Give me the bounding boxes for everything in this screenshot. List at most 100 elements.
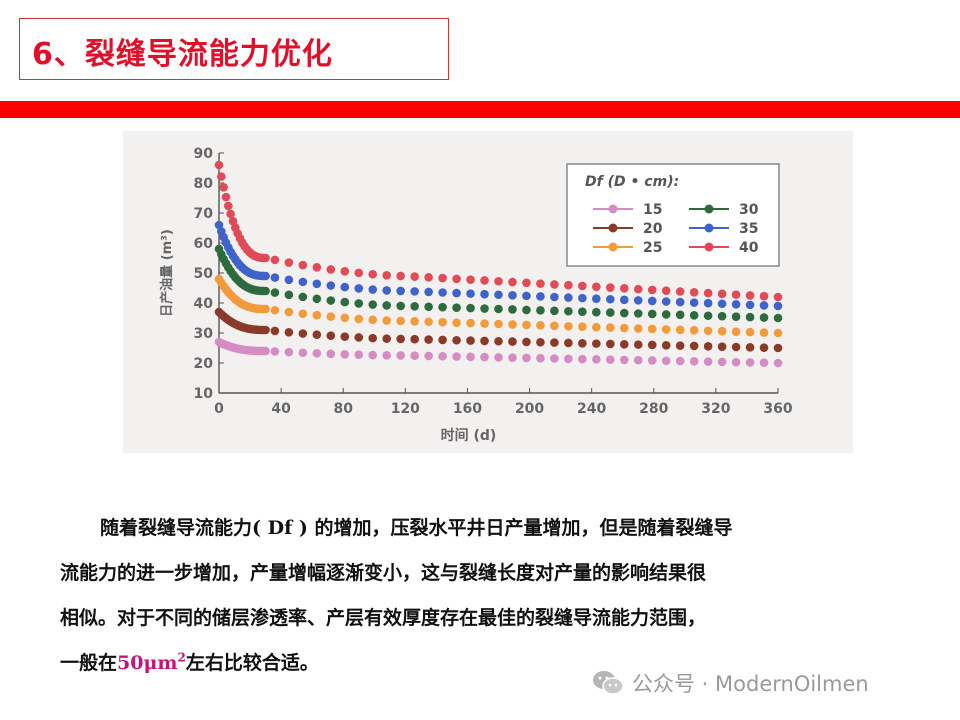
series-40-point <box>284 258 294 267</box>
y-tick-label: 40 <box>194 296 214 312</box>
legend-label: 35 <box>739 221 758 237</box>
series-15-point <box>424 351 433 361</box>
series-20-point <box>675 341 685 350</box>
x-axis-title: 时间 (d) <box>441 427 497 444</box>
series-15-point <box>284 347 294 357</box>
series-25-point <box>578 322 587 331</box>
legend-label: 30 <box>739 202 759 218</box>
series-40-point <box>717 289 727 299</box>
series-15-point <box>508 353 517 362</box>
series-15-point <box>661 356 671 366</box>
series-35-point <box>675 297 685 307</box>
series-20-point <box>340 332 350 341</box>
series-40-point <box>564 280 573 290</box>
series-30-point <box>480 304 489 313</box>
series-30-point <box>438 302 447 312</box>
series-30-point <box>494 304 503 314</box>
series-30-point <box>703 311 713 321</box>
series-35-point <box>731 300 741 309</box>
series-40-point <box>661 286 671 295</box>
y-tick-label: 70 <box>194 206 214 222</box>
series-35-point <box>564 293 573 302</box>
series-40-point <box>396 271 405 281</box>
series-30-point <box>382 301 392 310</box>
x-tick-label: 0 <box>214 401 224 417</box>
series-30-point <box>550 306 559 316</box>
series-35-point <box>647 296 657 306</box>
series-40-point <box>368 269 378 279</box>
series-30-point <box>606 308 615 317</box>
legend-title: Df (D • cm): <box>585 174 679 190</box>
series-15-point <box>326 349 336 359</box>
series-30-point <box>298 292 308 302</box>
series-30-point <box>592 307 601 317</box>
series-15-point <box>396 351 405 360</box>
series-25-point <box>619 323 629 333</box>
series-15-point <box>606 355 615 364</box>
series-40-point <box>689 287 699 297</box>
series-35-point <box>438 288 447 297</box>
series-30-point <box>270 288 280 297</box>
series-20-point <box>759 343 769 352</box>
series-15-point <box>717 357 727 367</box>
series-20-point <box>633 340 643 349</box>
title-box: 6、裂缝导流能力优化 <box>19 18 449 80</box>
series-30-point <box>536 306 545 315</box>
series-25-point <box>703 326 713 336</box>
series-40-point <box>578 281 587 291</box>
wechat-icon <box>593 671 624 695</box>
legend-marker-dot <box>608 223 618 233</box>
series-15-point <box>438 351 447 361</box>
series-25-point <box>382 316 392 325</box>
production-chart: 10 20 30 40 50 60 70 80 90 0 40 80 120 160 200 240 280 32… <box>159 146 793 444</box>
series-15-point <box>689 357 699 366</box>
series-25-point <box>354 314 364 324</box>
series-35-point <box>522 291 531 301</box>
body-line-3: 相似。对于不同的储层渗透率、产层有效厚度存在最佳的裂缝导流能力范围， <box>60 607 707 629</box>
series-15-point <box>773 358 783 368</box>
series-15-point <box>354 350 364 360</box>
series-40-point <box>228 216 238 226</box>
series-25-point <box>606 323 615 332</box>
series-15-point <box>647 356 657 365</box>
x-tick-label: 40 <box>271 401 291 417</box>
series-15-point <box>619 355 629 365</box>
series-25-point <box>326 312 336 321</box>
series-35-point <box>689 298 699 307</box>
legend-marker-dot <box>704 223 714 233</box>
series-30-point <box>326 296 336 305</box>
series-40-point <box>619 284 629 293</box>
series-20-point <box>396 334 405 344</box>
series-30-point <box>410 302 419 311</box>
series-35-point <box>536 292 545 301</box>
series-40-point <box>438 273 447 283</box>
series-30-point <box>633 309 643 318</box>
series-20-point <box>452 335 461 345</box>
series-20-point <box>564 338 573 348</box>
series-40-point <box>675 287 685 296</box>
x-tick-label: 200 <box>515 401 544 417</box>
series-40-point <box>340 266 350 276</box>
series-20-point <box>703 342 713 351</box>
series-25-point <box>298 309 308 318</box>
series-30-point <box>466 303 475 313</box>
series-15-point <box>261 346 270 356</box>
series-15-point <box>298 348 308 358</box>
series-20-point <box>578 338 587 348</box>
legend-marker-dot <box>608 242 618 252</box>
y-tick-label: 90 <box>194 146 214 162</box>
series-35-point <box>606 294 615 304</box>
series-20-point <box>480 336 489 346</box>
legend-marker-dot <box>704 242 714 252</box>
series-25-point <box>410 317 419 326</box>
series-30-point <box>675 310 685 320</box>
series-25-point <box>745 327 755 337</box>
series-25-point <box>396 316 405 326</box>
series-20-point <box>773 343 783 353</box>
series-30-point <box>424 302 433 312</box>
series-20-point <box>717 342 727 351</box>
series-20-point <box>745 343 755 352</box>
series-40-point <box>508 277 517 287</box>
series-25-point <box>438 317 447 327</box>
series-30-point <box>508 305 517 314</box>
